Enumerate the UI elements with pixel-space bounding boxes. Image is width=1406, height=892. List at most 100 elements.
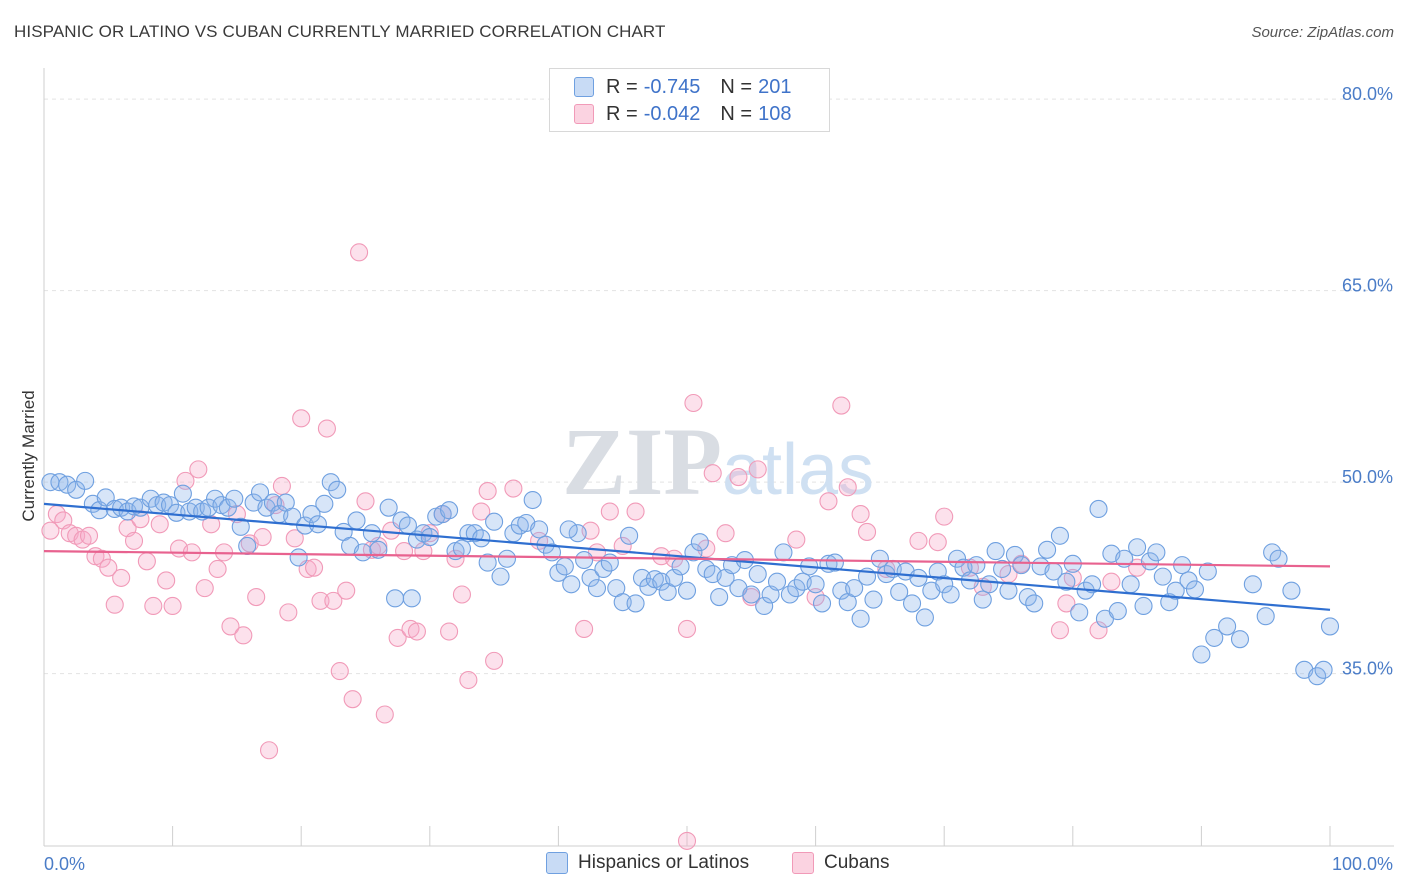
hispanic-point: [1012, 556, 1031, 575]
hispanic-point: [902, 594, 922, 613]
hispanic-point: [562, 575, 581, 594]
hispanic-point: [1179, 571, 1198, 590]
cuban-point: [446, 549, 465, 568]
legend-n-value: 108: [758, 102, 792, 125]
hispanic-point: [263, 493, 282, 512]
legend-r-value: -0.745: [643, 75, 701, 98]
cuban-point: [356, 492, 375, 511]
hispanic-point: [1018, 587, 1037, 607]
chart-title: HISPANIC OR LATINO VS CUBAN CURRENTLY MA…: [14, 22, 666, 41]
hispanic-point: [587, 579, 607, 598]
hispanic-point: [1263, 543, 1282, 562]
hispanic-point: [594, 559, 613, 579]
hispanic-point: [845, 579, 864, 598]
cuban-point: [157, 571, 176, 590]
hispanic-trend-line: [43, 502, 1331, 611]
hispanic-point: [452, 539, 472, 558]
cuban-point: [208, 559, 227, 579]
hispanic-point: [402, 589, 421, 608]
hispanic-point: [1140, 552, 1160, 571]
hispanic-point: [915, 608, 934, 627]
cuban-point: [600, 502, 619, 521]
hispanic-point: [1308, 667, 1327, 686]
legend-label-hispanic: Hispanics or Latinos: [578, 852, 750, 873]
hispanic-point: [1050, 526, 1069, 545]
cuban-point: [440, 622, 459, 641]
cuban-point: [330, 662, 349, 681]
hispanic-point: [710, 587, 729, 607]
hispanic-point: [677, 581, 697, 600]
cuban-point: [472, 502, 491, 521]
hispanic-point: [890, 582, 909, 601]
hispanic-point: [935, 575, 954, 594]
hispanic-point: [1108, 602, 1127, 621]
legend-item-hispanic[interactable]: Hispanics or Latinos: [546, 852, 749, 874]
hispanic-point: [167, 503, 186, 522]
cuban-point: [1089, 621, 1108, 640]
hispanic-point: [620, 526, 639, 545]
cuban-point: [247, 587, 266, 607]
hispanic-point: [1320, 617, 1340, 636]
hispanic-point: [549, 563, 568, 582]
hispanic-point: [973, 590, 992, 609]
cuban-point: [729, 467, 748, 487]
legend-r-value: -0.042: [643, 102, 701, 125]
hispanic-point: [386, 589, 405, 608]
hispanic-point: [302, 505, 321, 524]
hispanic-point: [941, 585, 960, 604]
hispanic-point: [1121, 575, 1140, 594]
hispanic-point: [1166, 581, 1185, 600]
hispanic-point: [755, 596, 774, 616]
hispanic-point: [76, 471, 95, 490]
legend-swatch-hispanic: [574, 77, 594, 97]
legend-item-cuban[interactable]: Cubans: [792, 852, 890, 874]
y-tick-labels: 35.0% 50.0% 65.0% 80.0%: [1342, 84, 1393, 679]
hispanic-point: [575, 550, 594, 570]
cuban-point: [452, 585, 472, 604]
hispanic-point: [748, 565, 767, 584]
cuban-point: [112, 568, 131, 587]
hispanic-point: [812, 594, 832, 613]
y-tick-label: 80.0%: [1342, 84, 1393, 104]
hispanic-point: [1038, 540, 1057, 559]
axes: [43, 68, 1394, 847]
hispanic-point: [909, 568, 928, 587]
legend-label-cuban: Cubans: [824, 852, 890, 873]
cuban-point: [79, 526, 99, 545]
hispanic-point: [362, 524, 381, 543]
hispanic-point: [58, 475, 77, 494]
cuban-point: [1057, 594, 1076, 613]
cuban-point: [928, 533, 947, 552]
cuban-point: [575, 619, 594, 639]
hispanic-point: [870, 549, 889, 568]
trend-lines: [43, 502, 1331, 611]
hispanic-point: [559, 520, 578, 539]
series-legend: Hispanics or Latinos Cubans: [0, 852, 1406, 878]
cuban-point: [909, 531, 928, 550]
hispanic-point: [173, 484, 192, 503]
hispanic-point: [632, 568, 652, 587]
source-label: Source: ZipAtlas.com: [1251, 24, 1394, 41]
hispanic-point: [1192, 645, 1211, 664]
watermark: ZIPatlas: [562, 408, 874, 515]
hispanic-point: [379, 498, 398, 517]
hispanic-point: [1282, 581, 1301, 600]
hispanic-point: [1198, 562, 1217, 581]
cuban-point: [234, 626, 253, 645]
hispanic-point: [440, 501, 459, 520]
hispanic-point: [1256, 607, 1275, 626]
hispanic-point: [1153, 567, 1172, 586]
cuban-point: [221, 617, 240, 636]
x-tick-label: 0.0%: [44, 854, 85, 874]
cuban-point: [407, 622, 426, 641]
cuban-point: [375, 705, 394, 724]
hispanic-point: [581, 568, 600, 587]
hispanic-point: [218, 498, 237, 517]
cuban-point: [857, 522, 877, 541]
cuban-point: [253, 527, 272, 547]
cuban-point: [504, 479, 523, 498]
hispanic-point: [864, 590, 883, 609]
hispanic-point: [1089, 499, 1108, 519]
hispanic-point: [478, 553, 497, 572]
